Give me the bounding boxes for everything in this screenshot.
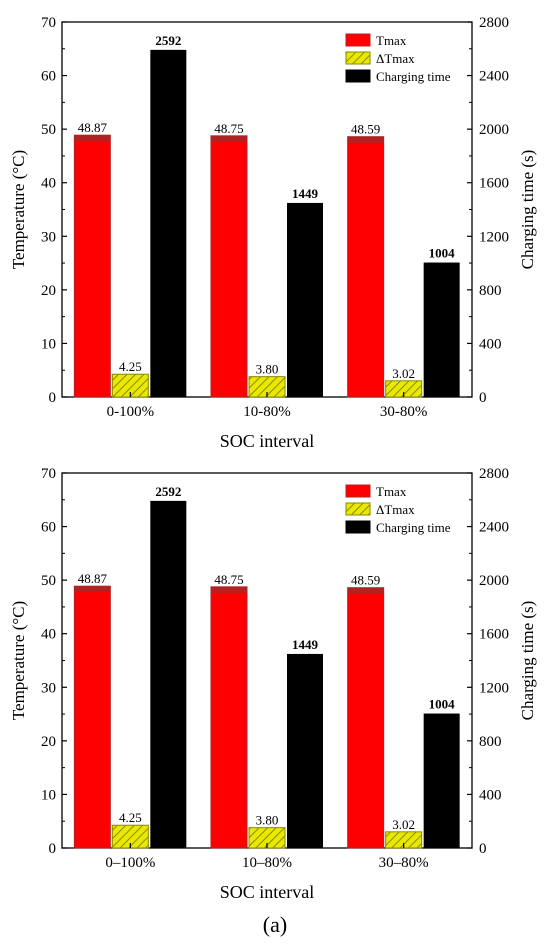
legend-label: Charging time [376,520,451,535]
tmax-bar [210,586,248,849]
y2-tick-label: 1200 [479,680,509,696]
y2-tick-label: 400 [479,787,502,803]
y2-tick-label: 1600 [479,176,509,192]
dtmax-data-label: 3.80 [256,813,279,828]
legend-swatch [345,51,371,65]
y-tick-label: 50 [41,122,56,138]
y2-tick-label: 0 [479,390,487,406]
legend-swatch [345,33,371,47]
y-tick-label: 20 [41,734,56,750]
x-tick-label: 30-80% [380,404,428,420]
y-tick-label: 10 [41,336,56,352]
y-tick-label: 40 [41,627,56,643]
charging-time-bar [423,713,460,848]
y-tick-label: 0 [49,841,57,857]
tmax-bar [347,136,385,398]
y2-tick-label: 2000 [479,122,509,138]
legend-label: ΔTmax [376,502,415,517]
tmax-bar-cap [211,586,247,593]
tmax-data-label: 48.75 [214,121,243,136]
charging-time-bar [150,500,187,848]
legend-swatch [345,502,371,516]
tmax-bar-cap [74,135,111,142]
y2-tick-label: 1600 [479,627,509,643]
charging-time-bar [150,49,187,397]
x-tick-label: 30–80% [379,855,429,871]
dtmax-data-label: 4.25 [119,810,142,825]
y-tick-label: 40 [41,176,56,192]
charging-time-bar [423,262,460,397]
tmax-bar [347,587,385,849]
y2-tick-label: 800 [479,283,502,299]
tmax-data-label: 48.87 [78,120,108,135]
y2-tick-label: 800 [479,734,502,750]
y-axis-title: Temperature (°C) [9,150,28,269]
y-axis-title: Temperature (°C) [9,601,28,720]
dtmax-data-label: 3.02 [392,366,415,381]
figure-caption: (a) [262,912,288,937]
y-tick-label: 50 [41,573,56,589]
y-tick-label: 60 [41,520,56,536]
legend-swatch [345,484,371,498]
charging-time-data-label: 2592 [155,484,181,499]
y-tick-label: 60 [41,69,56,85]
y2-tick-label: 0 [479,841,487,857]
tmax-data-label: 48.75 [214,572,243,587]
x-tick-label: 0-100% [107,404,155,420]
tmax-bar-cap [347,136,384,143]
tmax-data-label: 48.59 [351,573,380,588]
y2-tick-label: 1200 [479,229,509,245]
tmax-data-label: 48.59 [351,122,380,137]
y2-tick-label: 2800 [479,466,509,482]
y2-tick-label: 400 [479,336,502,352]
charging-time-bar [287,202,323,397]
dtmax-data-label: 3.02 [392,817,415,832]
charging-time-data-label: 2592 [155,33,181,48]
y-tick-label: 30 [41,229,56,245]
charging-time-data-label: 1449 [292,186,319,201]
legend-label: Tmax [376,33,407,48]
charging-time-data-label: 1449 [292,637,319,652]
x-axis-title: SOC interval [220,431,315,451]
x-tick-label: 10-80% [243,404,291,420]
chart-panel-1: 0 10 20 30 40 50 60 70 0 400 800 1200 1600 2000 2400 28… [9,15,537,451]
y-tick-label: 0 [49,390,57,406]
dtmax-data-label: 4.25 [119,359,142,374]
y2-tick-label: 2800 [479,15,509,31]
legend-label: Tmax [376,484,407,499]
tmax-bar [210,135,248,398]
x-axis-title: SOC interval [220,882,315,902]
legend-label: Charging time [376,69,451,84]
charging-time-data-label: 1004 [429,697,456,712]
y2-tick-label: 2400 [479,69,509,85]
y2-tick-label: 2000 [479,573,509,589]
charging-time-bar [287,653,323,848]
tmax-bar [73,585,111,849]
y2-tick-label: 2400 [479,520,509,536]
tmax-bar [73,134,111,398]
y-tick-label: 70 [41,466,56,482]
chart-panel-2: 0 10 20 30 40 50 60 70 0 400 800 1200 1600 2000 2400 28… [9,466,537,902]
legend-label: ΔTmax [376,51,415,66]
legend-swatch [345,69,371,83]
tmax-bar-cap [347,587,384,594]
tmax-data-label: 48.87 [78,571,108,586]
y-tick-label: 30 [41,680,56,696]
legend-swatch [345,520,371,534]
tmax-bar-cap [74,586,111,593]
y-tick-label: 20 [41,283,56,299]
y2-axis-title: Charging time (s) [518,150,537,270]
y-tick-label: 10 [41,787,56,803]
x-tick-label: 10–80% [242,855,292,871]
y-tick-label: 70 [41,15,56,31]
charging-time-data-label: 1004 [429,246,456,261]
dtmax-data-label: 3.80 [256,362,279,377]
figure-svg: 0102030405060700400800120016002000240028… [9,15,537,902]
y2-axis-title: Charging time (s) [518,601,537,721]
tmax-bar-cap [211,135,247,142]
x-tick-label: 0–100% [105,855,155,871]
